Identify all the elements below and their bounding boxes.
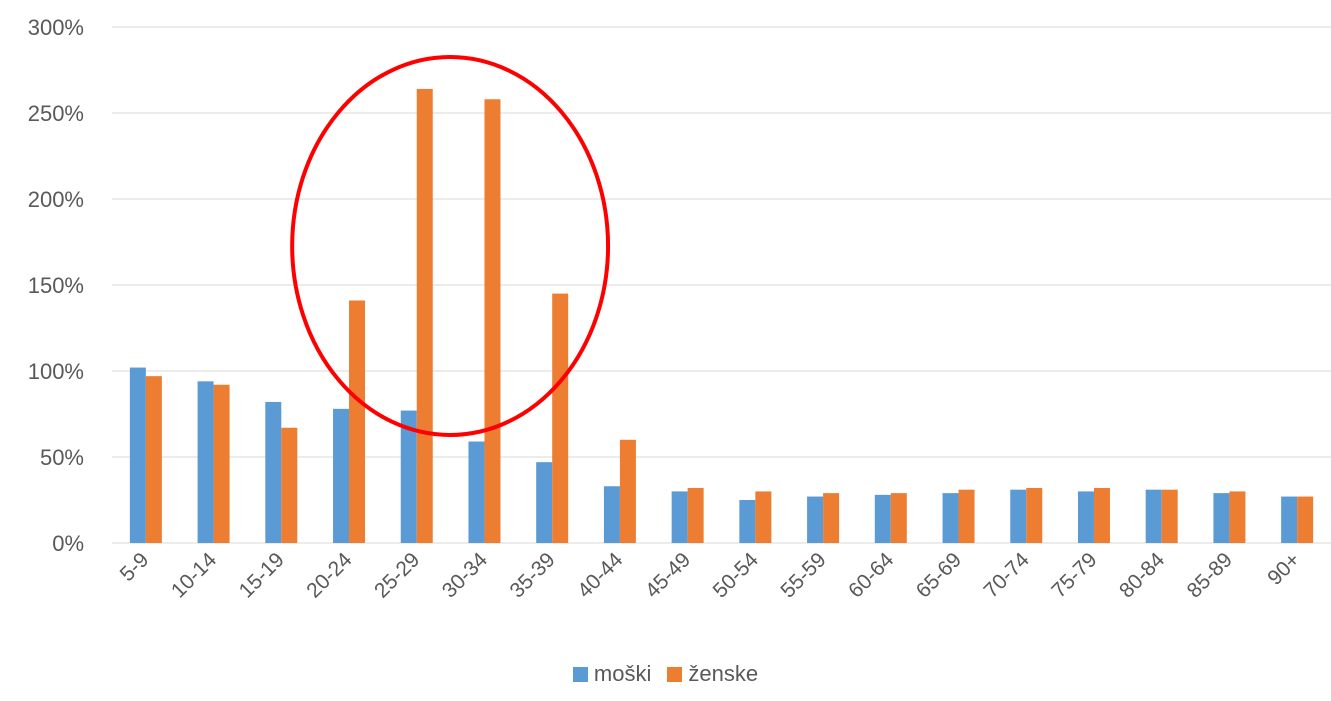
bar-zenske [687,487,704,543]
x-tick-label: 90+ [1263,548,1304,589]
bar-moski [265,401,282,543]
y-tick-label: 50% [40,445,84,470]
bar-moski [400,410,417,543]
y-axis: 0% 50% 100% 150% 200% 250% 300% [28,15,84,556]
bar-zenske [1229,491,1246,543]
y-tick-label: 0% [52,531,84,556]
bar-moski [1077,491,1094,543]
bar-moski [536,462,553,543]
bar-zenske [1093,487,1110,543]
x-tick-label: 50-54 [709,548,763,602]
bar-moski [739,500,756,543]
bar-zenske [145,376,162,543]
y-tick-label: 300% [28,15,84,40]
y-tick-label: 150% [28,273,84,298]
y-tick-label: 100% [28,359,84,384]
legend-label-zenske: ženske [688,661,759,686]
bar-moski [1281,496,1298,543]
x-tick-label: 5-9 [116,548,154,586]
bars [129,88,1314,544]
x-tick-label: 20-24 [302,548,356,602]
bar-chart: 0%50%100%150%200%250%300% 5-9 10-14 15-19 2… [28,15,1331,603]
bar-moski [333,408,350,543]
bar-zenske [349,300,366,543]
bar-moski [671,491,688,543]
x-tick-label: 65-69 [912,548,966,602]
bar-moski [1213,493,1230,543]
x-tick-label: 70-74 [980,548,1034,602]
legend-swatch-zenske [667,666,683,682]
bar-zenske [416,88,433,544]
x-tick-label: 30-34 [438,548,492,602]
x-tick-label: 40-44 [573,548,627,602]
bar-zenske [1161,489,1178,543]
x-tick-label: 60-64 [844,548,898,602]
y-tick-label: 200% [28,187,84,212]
bar-moski [197,381,214,543]
legend: moški ženske [0,661,1331,687]
bar-zenske [213,384,230,543]
bar-zenske [755,491,772,543]
x-tick-label: 55-59 [776,548,830,602]
bar-moski [942,493,959,543]
x-tick-label: 45-49 [641,548,695,602]
bar-moski [874,494,891,543]
bar-moski [603,486,620,543]
bar-moski [1010,489,1027,543]
bar-moski [129,367,146,543]
x-tick-label: 75-79 [1047,548,1101,602]
legend-item-moski: moški [572,661,652,687]
bar-zenske [552,293,569,543]
x-tick-label: 85-89 [1183,548,1237,602]
bar-zenske [958,489,975,543]
x-tick-label: 35-39 [505,548,559,602]
bar-zenske [281,427,298,543]
bar-zenske [1297,496,1314,543]
gridlines [112,26,1331,544]
bar-moski [1145,489,1162,543]
bar-zenske [619,439,636,543]
bar-moski [468,441,485,543]
bar-zenske [823,493,840,543]
x-tick-label: 15-19 [235,548,289,602]
legend-item-zenske: ženske [667,661,758,687]
bar-moski [807,496,824,543]
x-tick-label: 10-14 [167,548,221,602]
x-axis: 5-9 10-14 15-19 20-24 25-29 30-34 35-39 40-44 45… [116,548,1305,602]
legend-swatch-moski [572,666,588,682]
y-tick-label: 250% [28,101,84,126]
bar-zenske [890,493,907,543]
x-tick-label: 25-29 [370,548,424,602]
legend-label-moski: moški [593,661,652,686]
x-tick-label: 80-84 [1115,548,1169,602]
bar-zenske [484,99,501,544]
bar-zenske [1026,487,1043,543]
highlight-ellipse [290,55,611,437]
